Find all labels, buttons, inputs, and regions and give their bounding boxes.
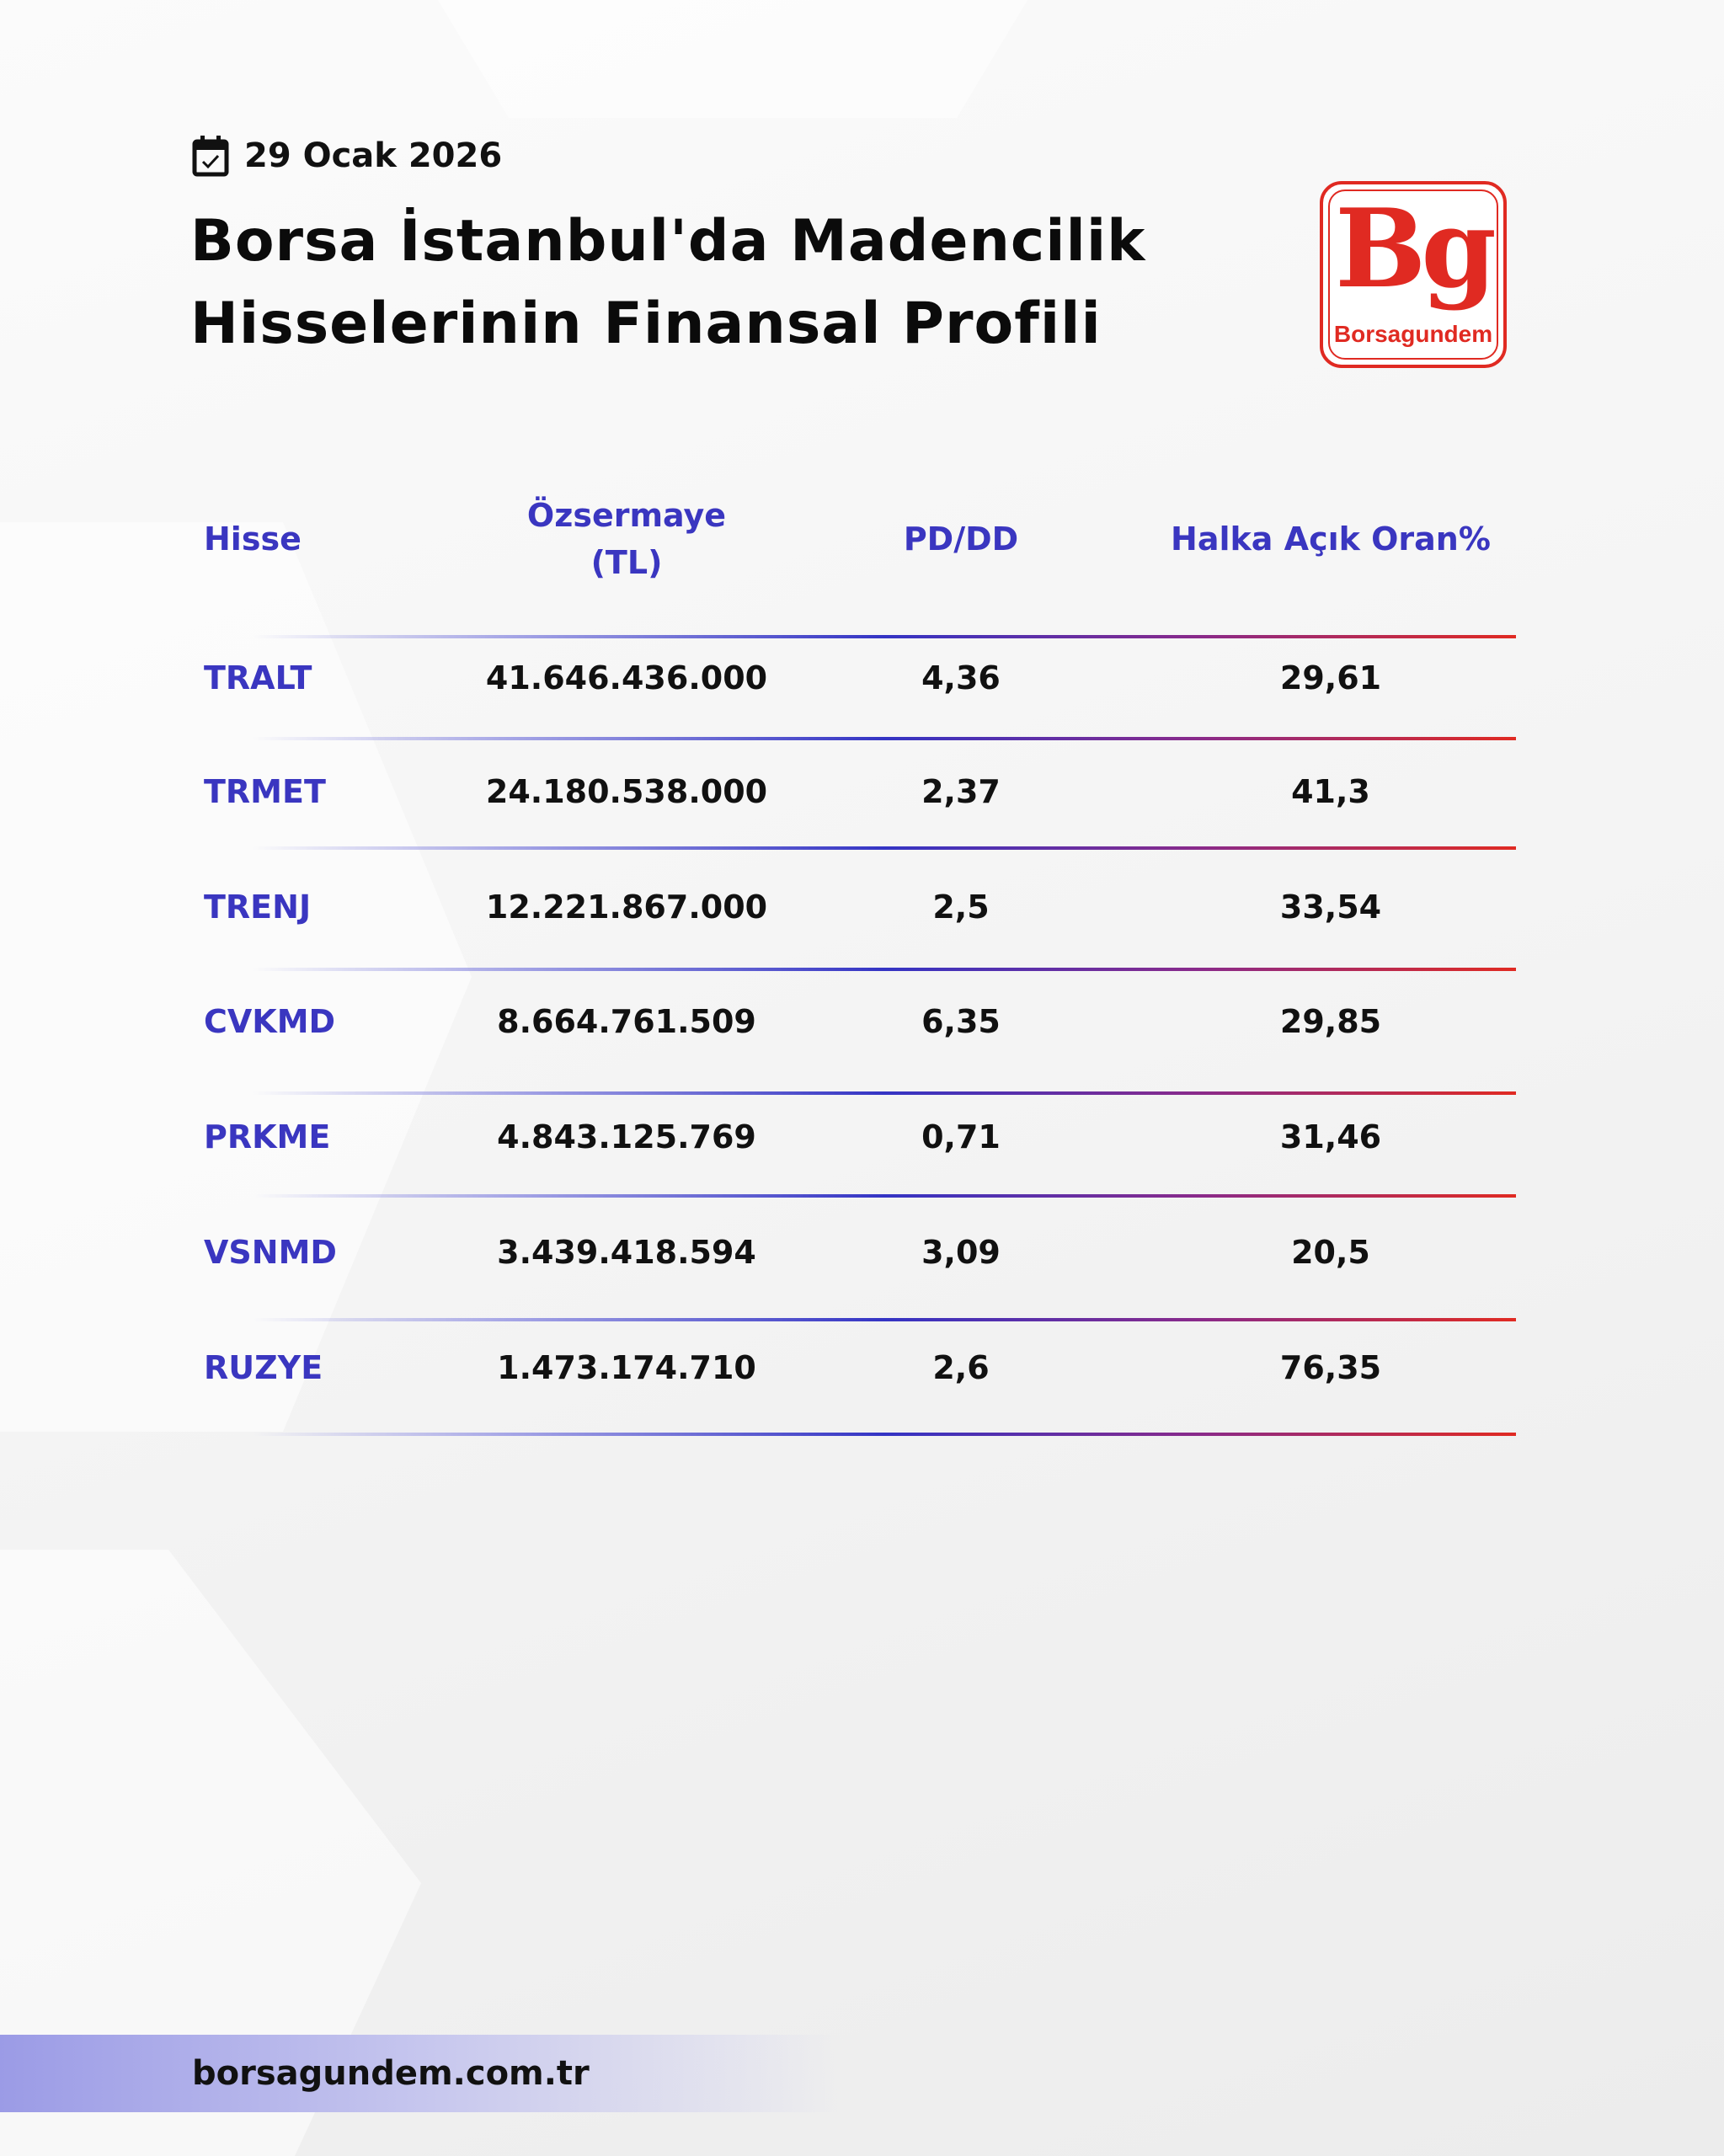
row-divider [253,1194,1516,1198]
free-float-cell: 31,46 [1279,1118,1382,1155]
row-divider [253,1433,1516,1436]
row-divider [253,1318,1516,1321]
ticker-cell: RUZYE [204,1349,323,1386]
borsagundem-logo: Bg Borsagundem [1320,181,1507,368]
row-divider [253,1091,1516,1095]
pddd-cell: 2,37 [921,773,1001,810]
equity-cell: 3.439.418.594 [497,1234,756,1271]
free-float-cell: 76,35 [1279,1349,1382,1386]
free-float-cell: 33,54 [1279,889,1382,926]
column-header-hisse: Hisse [204,520,302,558]
row-divider [253,968,1516,971]
calendar-icon [192,136,229,177]
footer-url[interactable]: borsagundem.com.tr [192,2054,590,2093]
pddd-cell: 6,35 [921,1003,1001,1040]
pddd-cell: 2,6 [932,1349,990,1386]
equity-cell: 12.221.867.000 [485,889,768,926]
page-title: Borsa İstanbul'da Madencilik Hisselerini… [190,208,1146,357]
date-label: 29 Ocak 2026 [192,135,502,177]
equity-cell: 41.646.436.000 [485,659,768,696]
row-divider [253,635,1516,638]
pddd-cell: 2,5 [932,889,990,926]
row-divider [253,846,1516,850]
column-header-pddd: PD/DD [903,520,1019,558]
column-header-ozsermaye: Özsermaye (TL) [526,497,727,581]
ticker-cell: TRENJ [204,889,312,926]
date-text: 29 Ocak 2026 [244,136,503,175]
equity-cell: 1.473.174.710 [497,1349,756,1386]
pddd-cell: 4,36 [921,659,1001,696]
bg-shape [438,0,1027,118]
equity-cell: 8.664.761.509 [497,1003,756,1040]
ticker-cell: TRALT [204,659,312,696]
equity-cell: 24.180.538.000 [485,773,768,810]
free-float-cell: 29,61 [1279,659,1382,696]
ticker-cell: TRMET [204,773,326,810]
row-divider [253,737,1516,740]
column-header-halka-acik: Halka Açık Oran% [1171,520,1491,558]
free-float-cell: 41,3 [1291,773,1370,810]
pddd-cell: 3,09 [921,1234,1001,1271]
ticker-cell: CVKMD [204,1003,336,1040]
ticker-cell: PRKME [204,1118,331,1155]
bg-shape [0,522,472,1432]
free-float-cell: 29,85 [1279,1003,1382,1040]
free-float-cell: 20,5 [1291,1234,1370,1271]
pddd-cell: 0,71 [921,1118,1001,1155]
footer-bar: borsagundem.com.tr [0,2035,842,2112]
equity-cell: 4.843.125.769 [497,1118,756,1155]
ticker-cell: VSNMD [204,1234,337,1271]
